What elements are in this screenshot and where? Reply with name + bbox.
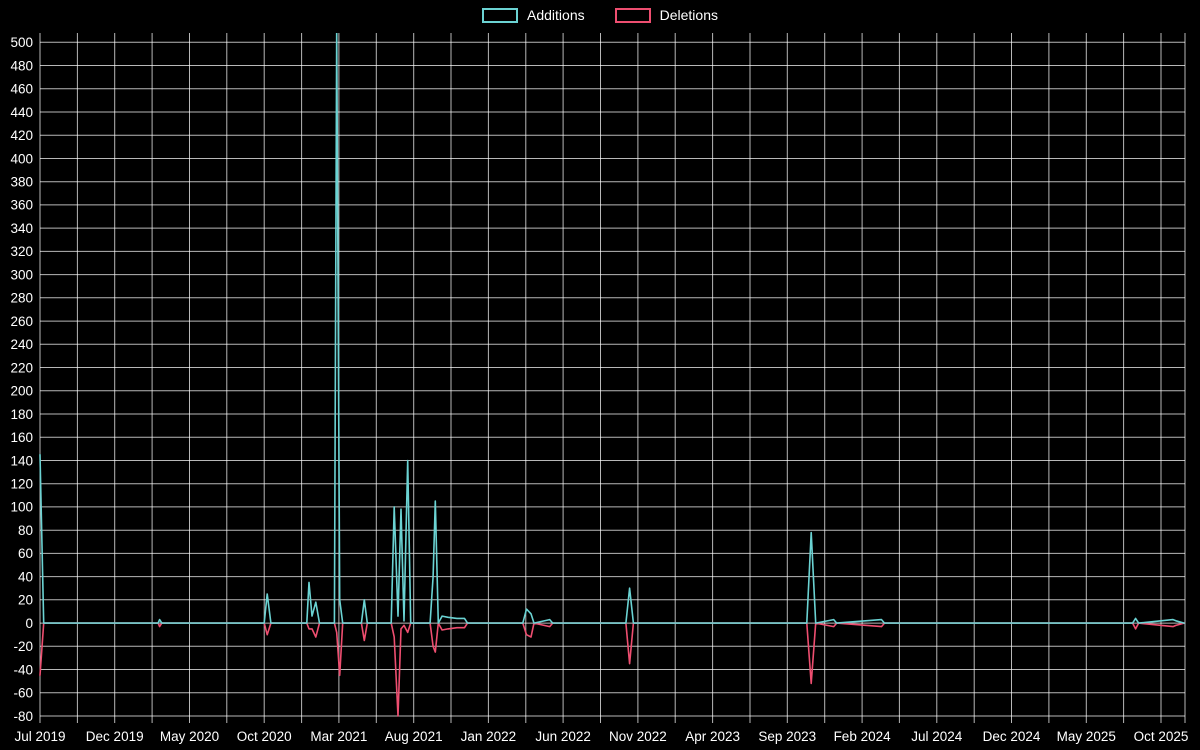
x-tick-label: Feb 2024	[834, 729, 892, 744]
y-tick-label: 380	[10, 175, 33, 190]
x-tick-label: May 2020	[160, 729, 219, 744]
x-tick-label: Apr 2023	[685, 729, 740, 744]
y-tick-label: 20	[18, 593, 33, 608]
y-tick-label: 40	[18, 569, 33, 584]
y-tick-label: 460	[10, 82, 33, 97]
y-tick-label: 100	[10, 500, 33, 515]
x-tick-label: Nov 2022	[609, 729, 667, 744]
y-tick-label: -40	[13, 662, 33, 677]
x-tick-label: Aug 2021	[385, 729, 443, 744]
y-tick-label: 220	[10, 360, 33, 375]
x-tick-label: Jan 2022	[461, 729, 517, 744]
x-tick-label: Jun 2022	[535, 729, 591, 744]
y-tick-label: 0	[25, 616, 33, 631]
y-tick-label: 60	[18, 546, 33, 561]
gridlines	[39, 33, 1186, 723]
y-tick-label: -60	[13, 686, 33, 701]
additions-legend-label: Additions	[527, 7, 585, 23]
y-tick-label: 420	[10, 128, 33, 143]
y-tick-label: 500	[10, 35, 33, 50]
y-tick-label: 140	[10, 453, 33, 468]
y-tick-label: 240	[10, 337, 33, 352]
deletions-line	[39, 622, 1185, 717]
y-tick-label: 480	[10, 58, 33, 73]
x-tick-label: Jul 2024	[911, 729, 963, 744]
y-tick-label: 180	[10, 407, 33, 422]
legend-item-deletions: Deletions	[614, 7, 718, 23]
deletions-legend-label: Deletions	[659, 7, 718, 23]
y-tick-label: 200	[10, 384, 33, 399]
y-tick-label: 280	[10, 291, 33, 306]
y-tick-label: 320	[10, 244, 33, 259]
y-tick-label: 300	[10, 267, 33, 282]
y-tick-label: 80	[18, 523, 33, 538]
axis-labels: -80 -60 -40 -20 0 20 40 60 80 100 120 140 160 180 200 2…	[10, 35, 1188, 744]
y-tick-label: 400	[10, 151, 33, 166]
y-tick-label: 120	[10, 477, 33, 492]
y-tick-label: 360	[10, 198, 33, 213]
y-tick-label: -80	[13, 709, 33, 724]
x-tick-label: Dec 2024	[983, 729, 1041, 744]
additions-swatch-icon	[482, 7, 519, 23]
legend: Additions Deletions	[0, 7, 1200, 23]
x-tick-label: Mar 2021	[310, 729, 367, 744]
additions-line	[39, 33, 1185, 624]
deletions-swatch-icon	[614, 7, 651, 23]
y-tick-label: 260	[10, 314, 33, 329]
legend-item-additions: Additions	[482, 7, 585, 23]
x-tick-label: May 2025	[1057, 729, 1116, 744]
x-tick-label: Oct 2020	[237, 729, 292, 744]
x-tick-label: Dec 2019	[86, 729, 144, 744]
x-tick-label: Sep 2023	[758, 729, 816, 744]
y-tick-label: 160	[10, 430, 33, 445]
y-tick-label: 340	[10, 221, 33, 236]
y-tick-label: 440	[10, 105, 33, 120]
x-tick-label: Oct 2025	[1134, 729, 1189, 744]
x-tick-label: Jul 2019	[14, 729, 65, 744]
y-tick-label: -20	[13, 639, 33, 654]
